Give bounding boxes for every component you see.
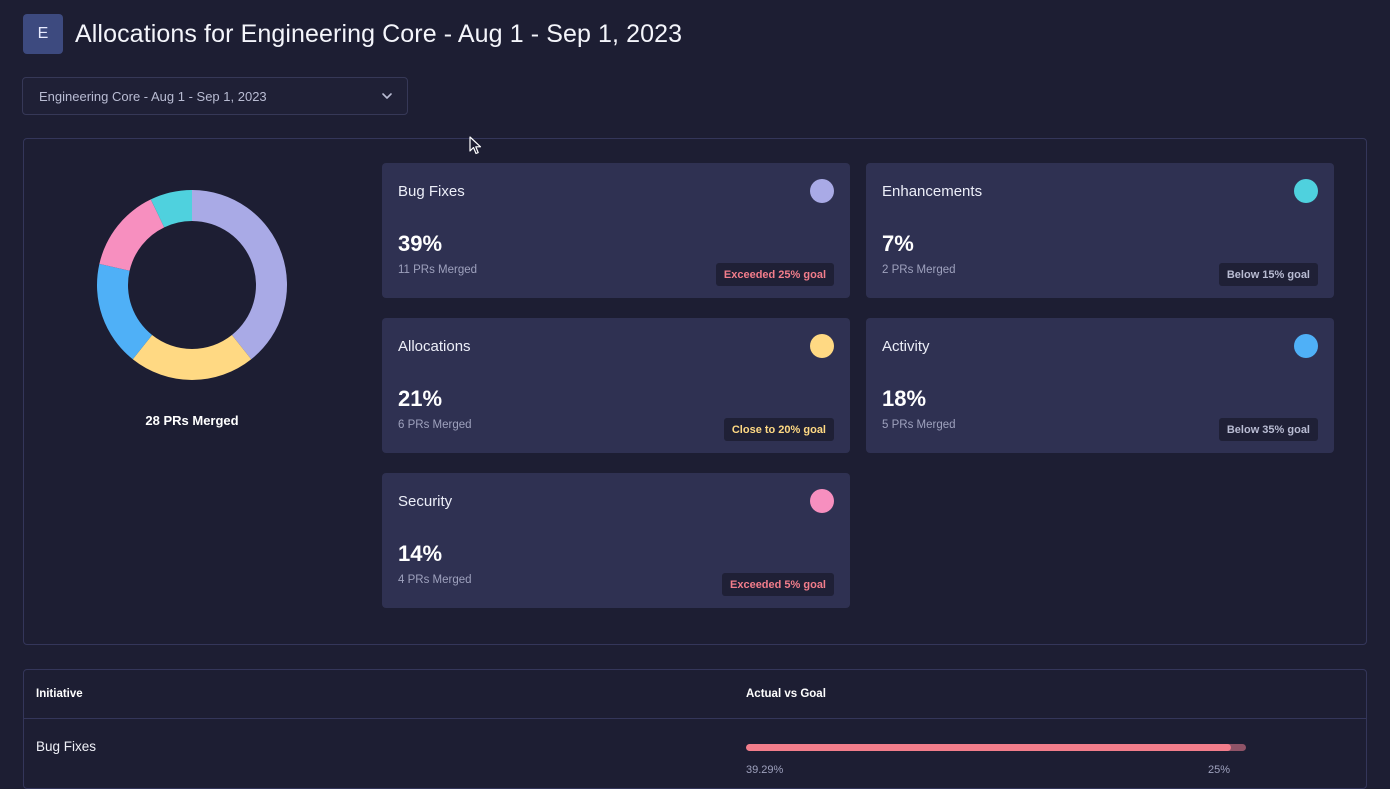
column-header-initiative: Initiative [36,688,83,700]
goal-status-badge: Close to 20% goal [723,418,834,441]
mouse-cursor-icon [469,136,482,155]
category-color-dot [810,179,834,203]
progress-bar-fill [746,744,1231,751]
goal-status-badge: Below 35% goal [1218,418,1318,441]
column-header-actual-vs-goal: Actual vs Goal [746,688,826,700]
team-avatar: E [23,14,63,54]
card-percent: 39% [398,231,443,256]
page-header: E Allocations for Engineering Core - Aug… [23,14,682,54]
card-percent: 14% [398,541,443,566]
chevron-down-icon [382,93,392,99]
card-percent: 21% [398,386,443,411]
card-title: Activity [882,338,930,355]
card-title: Security [398,493,453,510]
card-title: Allocations [398,338,471,355]
page-title: Allocations for Engineering Core - Aug 1… [75,19,683,48]
card-enhancements[interactable]: Enhancements 7% 2 PRs Merged Below 15% g… [866,163,1334,298]
card-prs-merged: 11 PRs Merged [398,264,478,276]
goal-percent: 25% [1208,764,1231,776]
category-color-dot [1294,334,1318,358]
donut-slice-allocations[interactable] [132,335,252,380]
card-activity[interactable]: Activity 18% 5 PRs Merged Below 35% goal [866,318,1334,453]
goal-status-badge: Below 15% goal [1218,263,1318,286]
goal-status-badge: Exceeded 25% goal [715,263,834,286]
donut-slice-bug-fixes[interactable] [192,190,287,360]
total-prs-label: 28 PRs Merged [145,413,239,428]
card-percent: 18% [882,386,927,411]
card-title: Enhancements [882,183,983,200]
card-percent: 7% [882,231,914,256]
category-color-dot [1294,179,1318,203]
allocation-summary-panel: 28 PRs Merged Bug Fixes 39% 11 PRs Merge… [23,138,1367,645]
card-allocations[interactable]: Allocations 21% 6 PRs Merged Close to 20… [382,318,850,453]
card-prs-merged: 5 PRs Merged [882,419,956,431]
card-bug-fixes[interactable]: Bug Fixes 39% 11 PRs Merged Exceeded 25%… [382,163,850,298]
category-color-dot [810,334,834,358]
donut-slice-activity[interactable] [97,263,153,360]
category-color-dot [810,489,834,513]
period-select[interactable]: Engineering Core - Aug 1 - Sep 1, 2023 [22,77,408,115]
initiative-name: Bug Fixes [36,739,97,754]
actual-percent: 39.29% [746,764,784,776]
goal-status-badge: Exceeded 5% goal [722,573,834,596]
initiative-table: Initiative Actual vs Goal Bug Fixes 39.2… [23,669,1367,789]
card-prs-merged: 6 PRs Merged [398,419,472,431]
allocation-donut-chart [96,189,288,381]
card-security[interactable]: Security 14% 4 PRs Merged Exceeded 5% go… [382,473,850,608]
card-prs-merged: 4 PRs Merged [398,574,472,586]
card-prs-merged: 2 PRs Merged [882,264,956,276]
header-divider [24,718,1366,719]
donut-slice-security[interactable] [99,199,165,271]
period-select-value: Engineering Core - Aug 1 - Sep 1, 2023 [39,88,267,104]
donut-slice-enhancements[interactable] [150,190,192,228]
card-title: Bug Fixes [398,183,465,200]
progress-bar-track [746,744,1246,751]
